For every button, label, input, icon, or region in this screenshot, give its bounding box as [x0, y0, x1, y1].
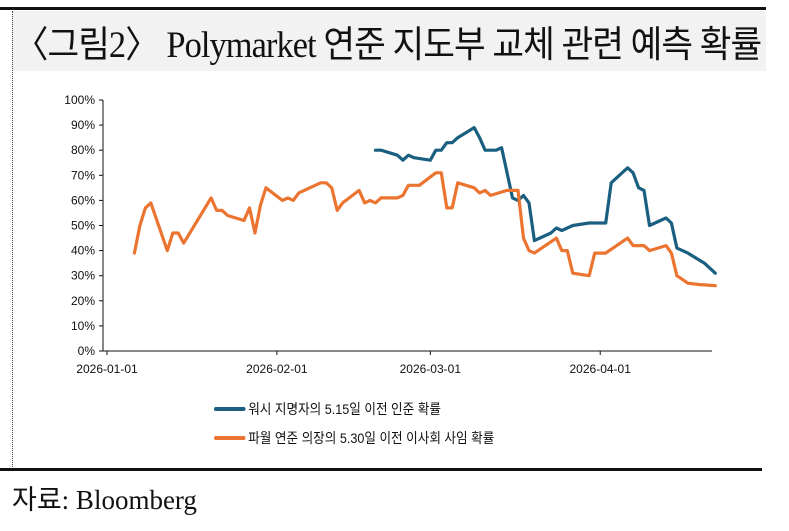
legend-swatch: [214, 407, 246, 411]
top-rule: [0, 7, 766, 10]
series-line-1: [132, 171, 717, 288]
x-tick-label: 2026-04-01: [570, 362, 632, 376]
y-tick-label: 50%: [71, 219, 95, 233]
legend-swatch: [214, 436, 246, 440]
y-tick-label: 100%: [64, 93, 95, 107]
y-tick-label: 80%: [71, 143, 95, 157]
legend-label: 파월 연준 의장의 5.30일 이전 이사회 사임 확률: [248, 430, 495, 446]
left-dotted-border: [12, 11, 13, 469]
figure-title: 〈그림2〉 Polymarket 연준 지도부 교체 관련 예측 확률: [14, 25, 762, 66]
y-tick-label: 90%: [71, 118, 95, 132]
y-tick-label: 40%: [71, 244, 95, 258]
y-tick-label: 30%: [71, 269, 95, 283]
x-tick-label: 2026-01-01: [76, 362, 138, 376]
legend-item-warsh: 워시 지명자의 5.15일 이전 인준 확률: [214, 399, 441, 419]
series-line-0: [373, 125, 717, 275]
y-tick-label: 60%: [71, 193, 95, 207]
y-tick-label: 70%: [71, 168, 95, 182]
y-tick-label: 20%: [71, 294, 95, 308]
bottom-rule: [0, 468, 762, 471]
y-tick-label: 0%: [78, 344, 96, 358]
title-band: [12, 11, 766, 71]
legend-label: 워시 지명자의 5.15일 이전 인준 확률: [248, 401, 441, 417]
x-tick-label: 2026-03-01: [400, 362, 462, 376]
x-tick-label: 2026-02-01: [246, 362, 308, 376]
y-tick-label: 10%: [71, 319, 95, 333]
source-note: 자료: Bloomberg: [12, 485, 197, 515]
legend-item-powell: 파월 연준 의장의 5.30일 이전 이사회 사임 확률: [214, 428, 494, 448]
